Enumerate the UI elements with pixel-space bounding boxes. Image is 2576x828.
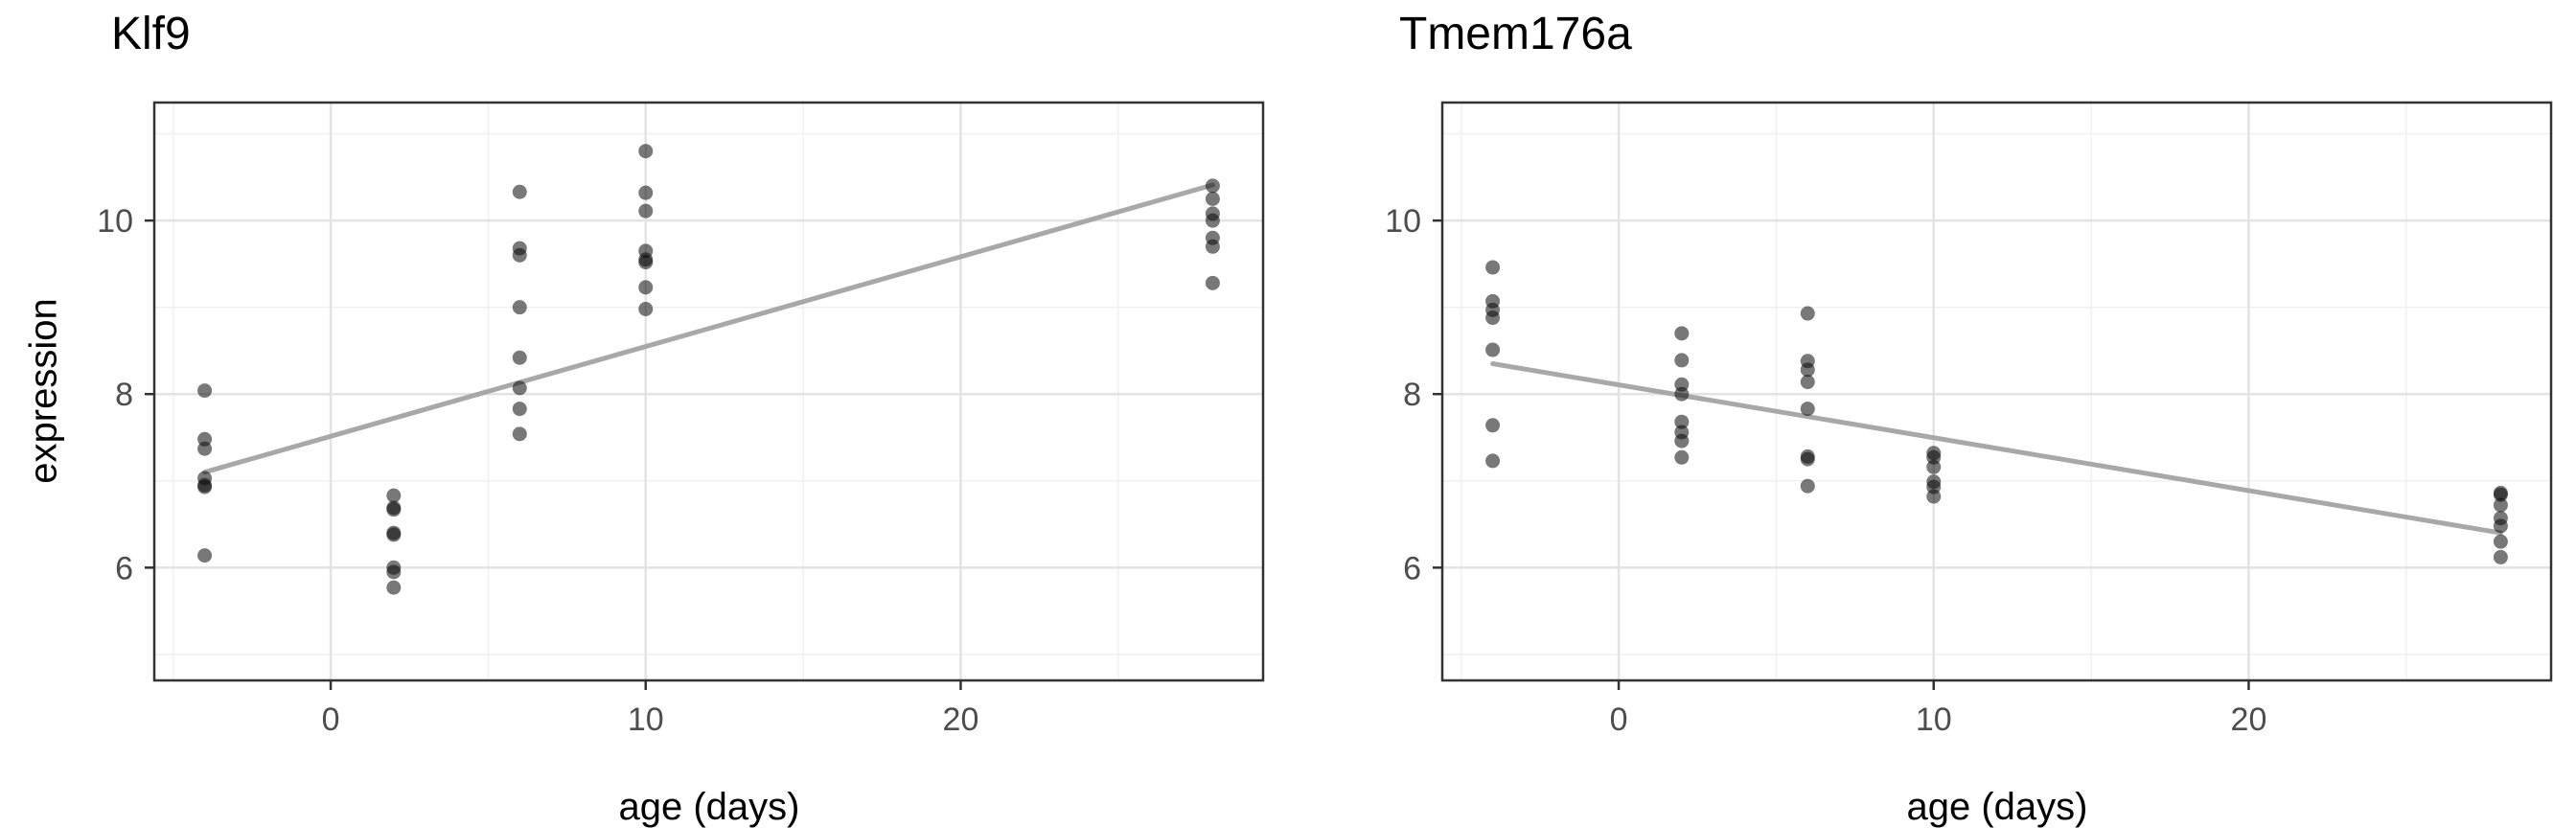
data-point <box>1674 386 1690 402</box>
data-point <box>386 527 402 542</box>
data-point <box>386 564 402 580</box>
data-point <box>1674 449 1690 465</box>
data-point <box>512 426 527 442</box>
data-point <box>1205 178 1220 194</box>
data-points <box>197 144 1220 595</box>
data-point <box>2493 487 2508 502</box>
x-tick-label: 10 <box>1916 702 1952 738</box>
data-point <box>638 185 654 200</box>
data-point <box>1674 353 1690 368</box>
data-point <box>638 280 654 295</box>
y-tick-label: 10 <box>97 203 133 240</box>
y-axis-title: expression <box>22 298 65 484</box>
y-tick-label: 10 <box>1385 203 1421 240</box>
data-point <box>1485 260 1501 275</box>
y-tick-label: 8 <box>1403 377 1421 413</box>
data-point <box>197 548 213 564</box>
data-point <box>386 488 402 503</box>
plot-canvas-tmem176a: 0 10 20 6 8 10 <box>1385 101 2553 738</box>
x-tick-label: 0 <box>322 702 340 738</box>
data-point <box>2493 534 2508 549</box>
data-point <box>1800 362 1815 378</box>
data-point <box>2493 518 2508 534</box>
trend-line <box>202 182 1215 475</box>
data-point <box>638 255 654 270</box>
data-point <box>1800 451 1815 467</box>
data-point <box>1485 453 1501 469</box>
plot-klf9: 0 10 20 6 8 10 Klf9 expression age (days) <box>22 9 1265 828</box>
axis-ticks <box>1433 218 2250 690</box>
gridlines-major <box>154 103 1263 680</box>
data-point <box>1205 192 1220 206</box>
x-tick-label: 20 <box>2231 702 2267 738</box>
y-tick-label: 8 <box>115 377 133 413</box>
data-point <box>638 144 654 159</box>
data-point <box>1674 326 1690 341</box>
data-point <box>1674 433 1690 448</box>
data-point <box>512 184 527 199</box>
data-point <box>512 380 527 396</box>
plot-title: Tmem176a <box>1399 9 1632 59</box>
data-point <box>1926 489 1942 504</box>
data-point <box>512 300 527 315</box>
data-point <box>1485 310 1501 326</box>
tick-labels: 0 10 20 6 8 10 <box>1385 203 2266 738</box>
data-point <box>197 479 213 494</box>
data-point <box>386 502 402 518</box>
panel-border <box>1440 101 2553 682</box>
gridlines-minor <box>1442 103 2551 680</box>
trend-line <box>1490 361 2503 536</box>
gridlines-major <box>1442 103 2551 680</box>
panel-border <box>152 101 1265 682</box>
plot-title: Klf9 <box>111 9 191 59</box>
x-tick-label: 0 <box>1610 702 1628 738</box>
plot-tmem176a: 0 10 20 6 8 10 Tmem176a age (days) <box>1288 0 2576 828</box>
data-point <box>1800 375 1815 390</box>
axis-ticks <box>145 218 962 690</box>
y-tick-label: 6 <box>115 550 133 586</box>
x-tick-label: 20 <box>943 702 979 738</box>
data-point <box>2493 549 2508 564</box>
x-axis-title: age (days) <box>1906 786 2088 828</box>
data-point <box>1800 478 1815 494</box>
data-point <box>512 350 527 365</box>
data-point <box>638 203 654 218</box>
gridlines-minor <box>154 103 1263 680</box>
data-point <box>1485 418 1501 433</box>
data-point <box>1205 213 1220 228</box>
x-axis-title: age (days) <box>618 786 800 828</box>
data-point <box>1800 402 1815 417</box>
data-point <box>1205 239 1220 254</box>
data-point <box>386 580 402 595</box>
data-point <box>512 247 527 263</box>
data-point <box>197 383 213 399</box>
data-point <box>1926 459 1942 474</box>
data-point <box>1674 414 1690 429</box>
y-tick-label: 6 <box>1403 550 1421 586</box>
data-point <box>512 402 527 417</box>
data-point <box>1205 275 1220 290</box>
data-point <box>638 301 654 316</box>
x-tick-label: 10 <box>628 702 664 738</box>
data-point <box>2493 497 2508 513</box>
data-point <box>1800 306 1815 321</box>
data-point <box>1485 342 1501 357</box>
tick-labels: 0 10 20 6 8 10 <box>97 203 978 738</box>
plot-canvas-klf9: 0 10 20 6 8 10 <box>97 101 1265 738</box>
data-point <box>197 441 213 456</box>
data-points <box>1485 260 2508 564</box>
